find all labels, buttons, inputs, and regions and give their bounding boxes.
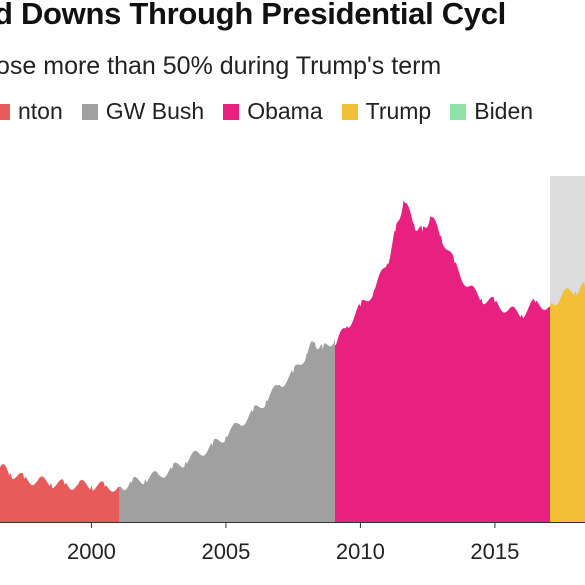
legend-swatch <box>81 103 98 120</box>
chart-title: d Downs Through Presidential Cycl <box>0 0 506 31</box>
legend: nton GW Bush Obama Trump Biden <box>0 98 552 125</box>
legend-label: nton <box>18 98 63 124</box>
legend-item: Obama <box>223 98 323 125</box>
x-tick-label: 2000 <box>67 539 116 564</box>
legend-label: GW Bush <box>105 98 205 124</box>
x-tick-label: 2015 <box>470 539 519 564</box>
legend-swatch <box>341 103 358 120</box>
legend-label: Obama <box>247 98 323 124</box>
area-series-obama <box>334 200 550 522</box>
legend-label: Biden <box>474 98 534 124</box>
legend-item: nton <box>0 98 63 125</box>
x-tick-label: 2005 <box>201 539 250 564</box>
legend-swatch <box>223 103 240 120</box>
chart-subtitle: ose more than 50% during Trump's term <box>0 52 442 80</box>
legend-item: Biden <box>450 98 533 125</box>
legend-swatch <box>450 103 467 120</box>
legend-label: Trump <box>365 98 432 124</box>
x-tick-label: 2010 <box>336 539 385 564</box>
area-series-trump <box>550 282 585 522</box>
legend-item: GW Bush <box>81 98 205 125</box>
area-series-gw-bush <box>119 337 335 522</box>
legend-item: Trump <box>341 98 432 125</box>
legend-swatch <box>0 103 10 120</box>
area-series-nton <box>0 464 120 522</box>
